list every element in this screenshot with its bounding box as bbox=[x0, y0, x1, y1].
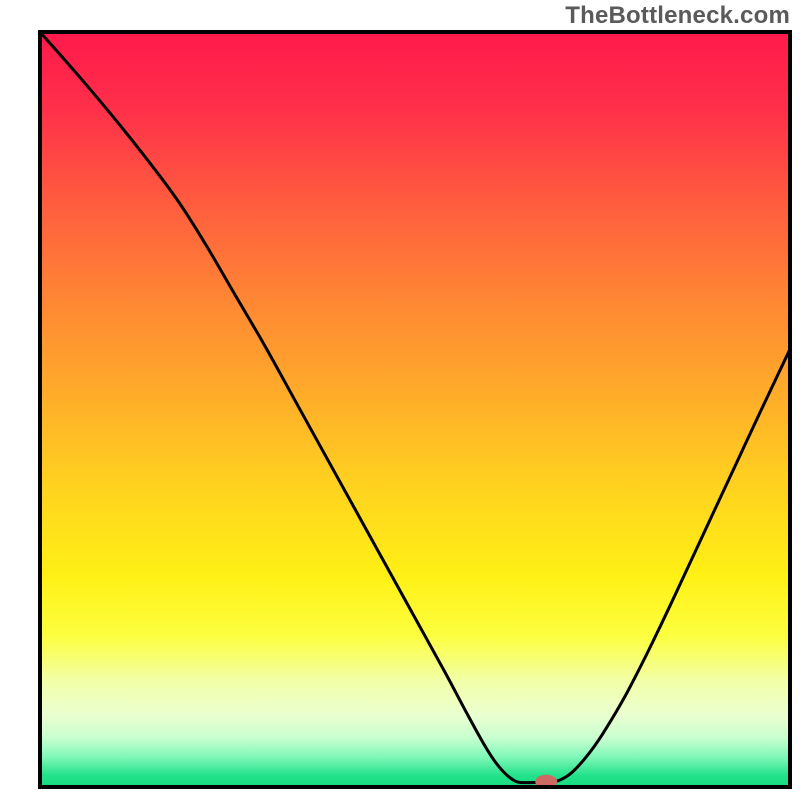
bottleneck-chart bbox=[0, 0, 800, 800]
chart-root: TheBottleneck.com bbox=[0, 0, 800, 800]
gradient-background bbox=[40, 32, 790, 787]
